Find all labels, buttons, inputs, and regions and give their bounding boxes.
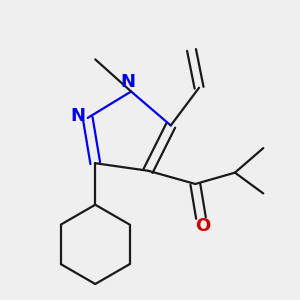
Text: N: N (71, 107, 86, 125)
Text: N: N (121, 73, 136, 91)
Text: O: O (195, 217, 211, 235)
